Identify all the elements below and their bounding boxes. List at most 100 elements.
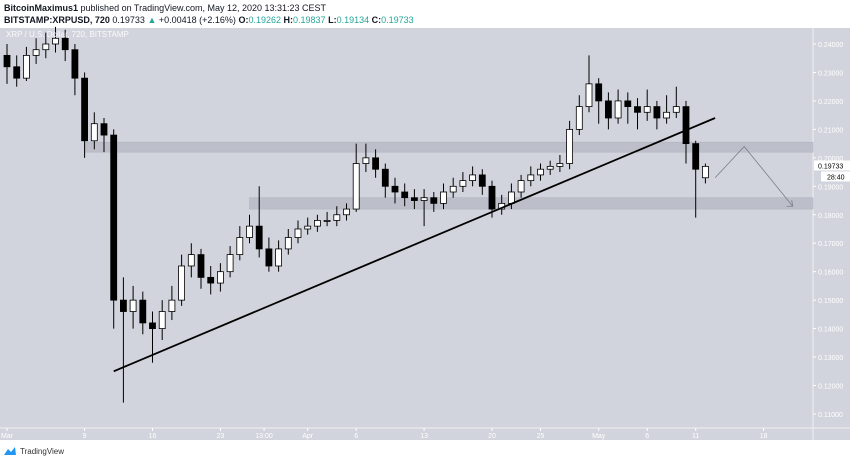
candle-down <box>410 197 418 201</box>
candle-up <box>129 299 137 312</box>
horizontal-zone <box>249 197 814 210</box>
candle-up <box>90 123 98 142</box>
candle-down <box>81 77 88 142</box>
candle-up <box>672 106 680 113</box>
candle-up <box>566 128 573 164</box>
price-chart[interactable]: 0.24000 0.23000 0.22000 0.21000 0.20000 0.190… <box>0 0 850 440</box>
y-tick-label: 0.24000 <box>818 42 843 49</box>
candle-up <box>275 248 283 267</box>
candle-down <box>624 100 632 108</box>
x-tick-label: 25 <box>537 433 545 440</box>
close-label: C: <box>371 15 382 25</box>
x-tick-label: May <box>592 433 606 440</box>
y-tick-label: 0.22000 <box>818 99 843 106</box>
x-tick-label: 13 <box>420 433 428 440</box>
countdown-badge <box>821 171 850 182</box>
last-price: 0.19733 <box>112 15 145 25</box>
y-tick-label: 0.21000 <box>818 127 843 134</box>
x-tick-label: Apr <box>302 433 314 440</box>
high-label: H: <box>283 15 294 25</box>
candle-up <box>449 185 457 193</box>
x-tick-label: Mar <box>1 433 14 440</box>
x-tick-label: 6 <box>354 433 358 440</box>
y-tick-label: 0.15000 <box>818 298 843 305</box>
author-name[interactable]: BitcoinMaximus1 <box>4 3 79 13</box>
candle-down <box>255 225 263 250</box>
x-tick-label: 16 <box>149 433 157 440</box>
symbol-label: BITSTAMP:XRPUSD, 720 <box>4 15 110 25</box>
candle-up <box>284 237 292 250</box>
candle-up <box>575 106 583 130</box>
candle-up <box>643 106 651 113</box>
close-value: 0.19733 <box>381 15 414 25</box>
candle-up <box>440 191 447 204</box>
x-tick-label: 13:00 <box>255 433 273 440</box>
tradingview-logo-icon <box>4 447 16 455</box>
candle-up <box>178 265 186 301</box>
candle-up <box>469 174 477 182</box>
candle-down <box>207 276 215 284</box>
candle-down <box>401 191 409 199</box>
candle-down <box>100 123 108 136</box>
publish-date: published on TradingView.com, May 12, 20… <box>80 3 327 13</box>
countdown-label: 28:40 <box>827 174 845 181</box>
open-label: O: <box>238 15 249 25</box>
tradingview-brand[interactable]: TradingView <box>3 446 64 456</box>
candle-up <box>420 197 428 201</box>
candle-up <box>585 83 593 108</box>
candle-down <box>13 66 21 79</box>
y-tick-label: 0.14000 <box>818 327 843 334</box>
candle-up <box>343 208 350 216</box>
y-tick-label: 0.16000 <box>818 270 843 277</box>
candle-up <box>556 163 564 167</box>
projection-path <box>714 145 794 207</box>
candle-down <box>682 106 690 145</box>
candle-up <box>507 191 515 204</box>
candle-up <box>546 165 554 170</box>
projection-arrowhead <box>786 200 794 207</box>
candle-down <box>197 254 205 278</box>
candle-up <box>168 299 176 312</box>
candle-down <box>372 157 380 170</box>
candle-down <box>139 299 147 324</box>
candle-up <box>352 163 360 210</box>
candle-up <box>187 254 195 267</box>
price-change: +0.00418 (+2.16%) <box>158 15 236 25</box>
last-price-badge <box>814 160 850 171</box>
x-tick-label: 9 <box>83 433 87 440</box>
candle-up <box>32 49 40 56</box>
candle-down <box>430 197 438 204</box>
candle-down <box>110 134 118 301</box>
candle-down <box>478 174 486 187</box>
x-tick-label: 20 <box>488 433 496 440</box>
last-price-label: 0.19733 <box>818 163 843 170</box>
candle-up <box>226 254 234 273</box>
candle-up <box>333 214 341 221</box>
candle-down <box>391 185 399 193</box>
candle-up <box>216 271 224 284</box>
candle-up <box>42 43 50 51</box>
candle-up <box>236 237 244 256</box>
candle-up <box>517 180 525 193</box>
candle-down <box>381 168 389 187</box>
candle-up <box>362 157 370 164</box>
y-tick-label: 0.17000 <box>818 241 843 248</box>
candle-up <box>246 225 253 238</box>
x-tick-label: 11 <box>692 433 699 440</box>
candle-up <box>537 168 544 176</box>
candle-down <box>149 322 156 329</box>
candle-down <box>71 49 79 79</box>
candle-up <box>313 220 321 227</box>
x-tick-label: 23 <box>217 433 225 440</box>
candle-down <box>634 106 641 113</box>
candle-down <box>265 248 273 267</box>
candle-up <box>304 225 312 230</box>
y-tick-label: 0.23000 <box>818 70 843 77</box>
plot-background <box>0 28 850 440</box>
candle-up <box>459 180 467 187</box>
symbol-info: BITSTAMP:XRPUSD, 720 0.19733 ▲ +0.00418 … <box>4 15 414 25</box>
candle-down <box>653 106 661 119</box>
candle-down <box>61 37 69 51</box>
candle-up <box>614 100 622 119</box>
y-tick-label: 0.13000 <box>818 355 843 362</box>
